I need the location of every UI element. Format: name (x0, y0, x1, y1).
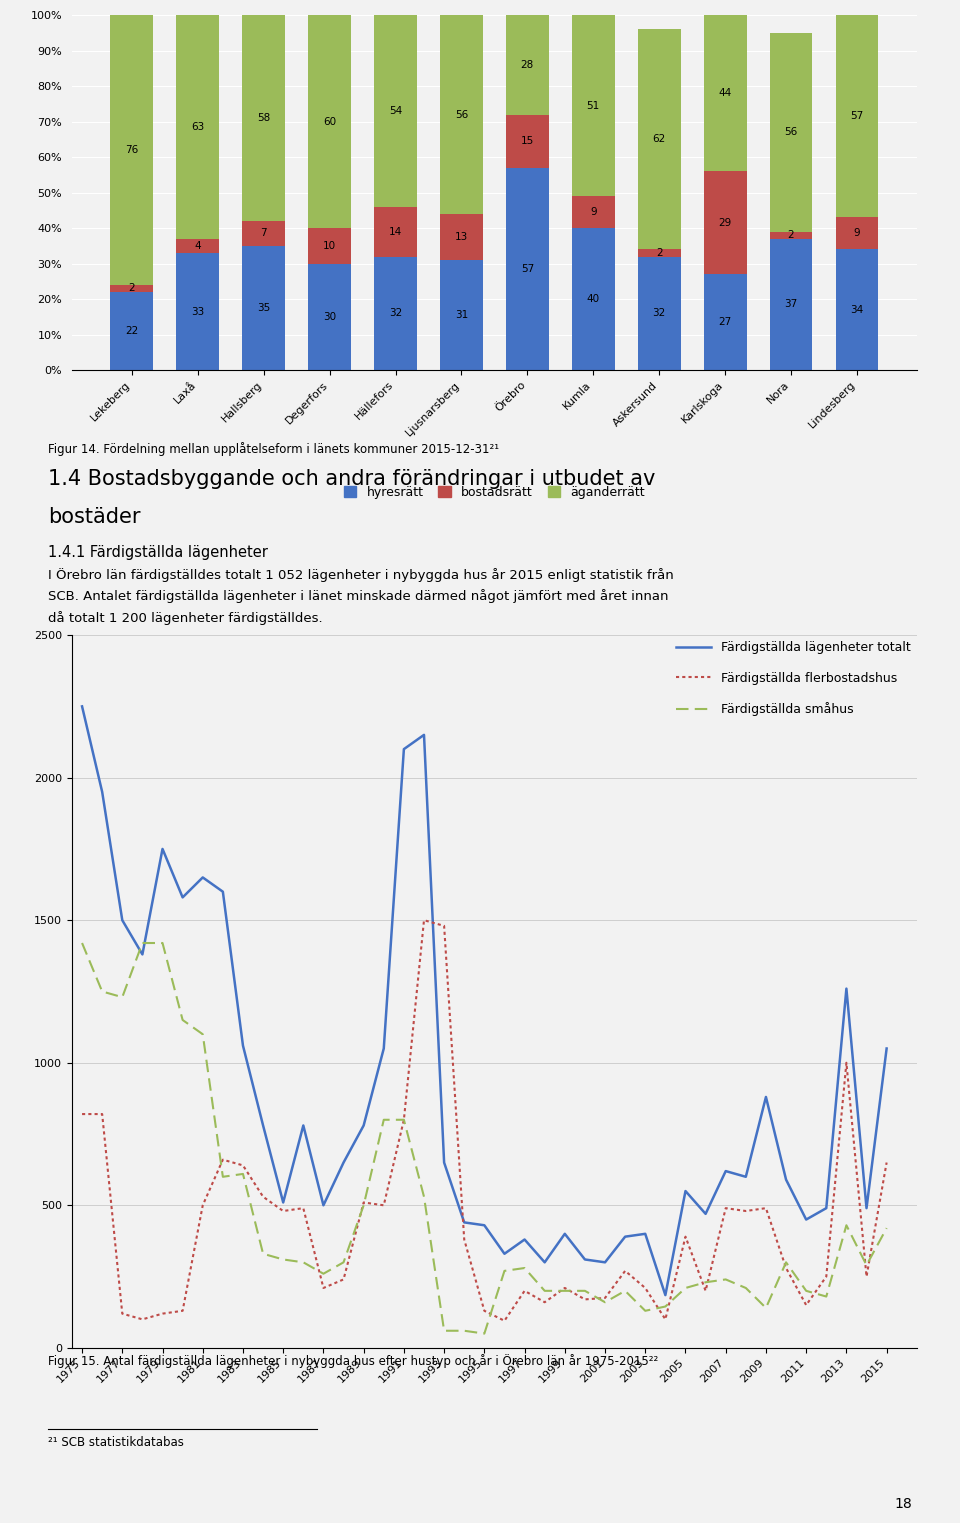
Bar (110, 285, 154, 292)
Bar (770, 231, 812, 239)
Text: 13: 13 (455, 231, 468, 242)
Text: då totalt 1 200 lägenheter färdigställdes.: då totalt 1 200 lägenheter färdigställde… (48, 611, 323, 624)
Text: 1.4.1 Färdigställda lägenheter: 1.4.1 Färdigställda lägenheter (48, 545, 268, 560)
Text: 9: 9 (853, 228, 860, 239)
Text: 40: 40 (587, 294, 600, 305)
Text: 35: 35 (257, 303, 271, 314)
Text: 14: 14 (389, 227, 402, 236)
Bar (374, 207, 417, 256)
Text: 1.4 Bostadsbyggande och andra förändringar i utbudet av: 1.4 Bostadsbyggande och andra förändring… (48, 469, 656, 489)
Text: 7: 7 (260, 228, 267, 239)
Text: 15: 15 (520, 136, 534, 146)
Text: 2: 2 (656, 248, 662, 257)
Text: 62: 62 (653, 134, 666, 145)
Text: 31: 31 (455, 311, 468, 320)
Text: ²¹ SCB statistikdatabas: ²¹ SCB statistikdatabas (48, 1436, 184, 1450)
Text: 58: 58 (257, 113, 271, 123)
Text: 44: 44 (718, 88, 732, 99)
Text: 56: 56 (784, 128, 798, 137)
Bar (374, 256, 417, 370)
Bar (770, 34, 812, 231)
Bar (308, 228, 351, 263)
Bar (440, 260, 483, 370)
Text: 54: 54 (389, 107, 402, 116)
Bar (835, 250, 878, 370)
Bar (242, 245, 285, 370)
Bar (242, 15, 285, 221)
Text: 18: 18 (895, 1497, 912, 1511)
Legend: hyresrätt, bostadsrätt, äganderrätt: hyresrätt, bostadsrätt, äganderrätt (344, 486, 645, 498)
Bar (572, 15, 614, 196)
Bar (704, 15, 747, 172)
Text: 30: 30 (323, 312, 336, 321)
Text: 32: 32 (653, 308, 666, 318)
Text: 22: 22 (125, 326, 138, 337)
Text: 63: 63 (191, 122, 204, 133)
Bar (242, 221, 285, 245)
Text: Figur 15. Antal färdigställda lägenheter i nybyggda hus efter hustyp och år i Ör: Figur 15. Antal färdigställda lägenheter… (48, 1354, 659, 1368)
Bar (637, 256, 681, 370)
Text: 51: 51 (587, 101, 600, 111)
Bar (506, 114, 549, 168)
Text: 32: 32 (389, 308, 402, 318)
Text: 4: 4 (195, 241, 201, 251)
Legend: Färdigställda lägenheter totalt, Färdigställda flerbostadshus, Färdigställda små: Färdigställda lägenheter totalt, Färdigs… (676, 641, 910, 716)
Text: 28: 28 (520, 59, 534, 70)
Text: 29: 29 (718, 218, 732, 228)
Text: 60: 60 (323, 117, 336, 126)
Bar (177, 253, 219, 370)
Text: 56: 56 (455, 110, 468, 120)
Text: bostäder: bostäder (48, 507, 140, 527)
Bar (835, 15, 878, 218)
Text: I Örebro län färdigställdes totalt 1 052 lägenheter i nybyggda hus år 2015 enlig: I Örebro län färdigställdes totalt 1 052… (48, 568, 674, 582)
Text: 10: 10 (323, 241, 336, 251)
Bar (506, 15, 549, 114)
Text: 34: 34 (851, 305, 864, 315)
Text: SCB. Antalet färdigställda lägenheter i länet minskade därmed något jämfört med : SCB. Antalet färdigställda lägenheter i … (48, 589, 668, 603)
Text: 37: 37 (784, 300, 798, 309)
Text: 76: 76 (125, 145, 138, 155)
Text: 27: 27 (718, 317, 732, 327)
Text: 57: 57 (851, 111, 864, 122)
Bar (110, 15, 154, 285)
Bar (835, 218, 878, 250)
Text: 2: 2 (129, 283, 135, 294)
Bar (440, 213, 483, 260)
Bar (308, 263, 351, 370)
Bar (177, 239, 219, 253)
Bar (572, 196, 614, 228)
Bar (704, 172, 747, 274)
Text: 57: 57 (520, 263, 534, 274)
Bar (770, 239, 812, 370)
Text: Figur 14. Fördelning mellan upplåtelseform i länets kommuner 2015-12-31²¹: Figur 14. Fördelning mellan upplåtelsefo… (48, 442, 499, 455)
Text: 9: 9 (590, 207, 596, 218)
Text: 2: 2 (788, 230, 794, 241)
Bar (704, 274, 747, 370)
Bar (177, 15, 219, 239)
Bar (637, 29, 681, 250)
Bar (506, 168, 549, 370)
Text: 33: 33 (191, 306, 204, 317)
Bar (374, 15, 417, 207)
Bar (637, 250, 681, 256)
Bar (440, 15, 483, 213)
Bar (110, 292, 154, 370)
Bar (308, 15, 351, 228)
Bar (572, 228, 614, 370)
